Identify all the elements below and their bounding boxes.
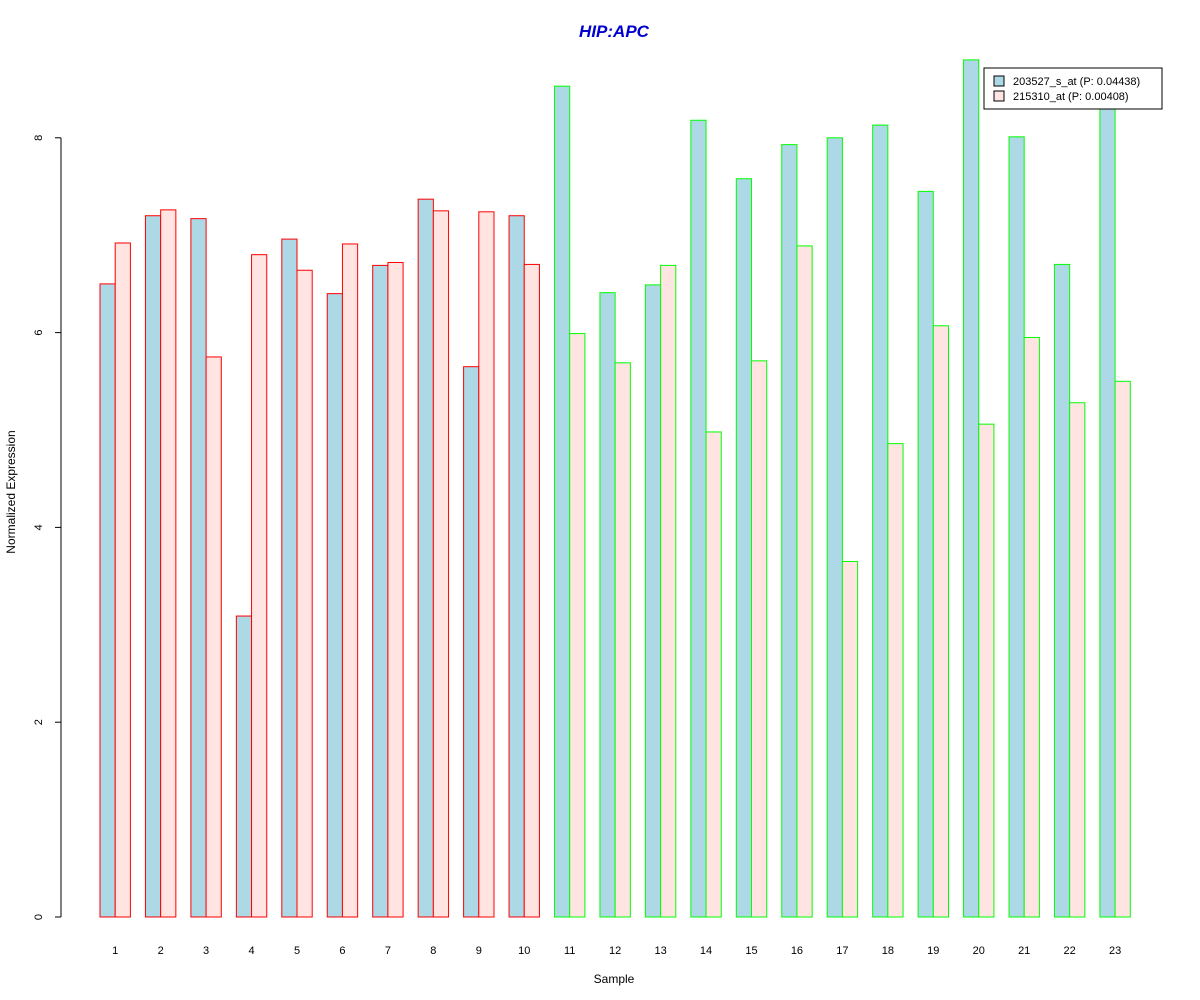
x-tick-label: 18 — [882, 945, 894, 957]
bar-sample-6-series-1 — [326, 293, 343, 918]
bar-sample-16-series-1 — [781, 144, 798, 918]
x-tick-label: 1 — [112, 945, 118, 957]
bar-sample-11-series-1 — [554, 85, 571, 918]
bar-sample-3-series-1 — [190, 218, 207, 918]
bar-sample-19-series-2 — [932, 325, 949, 918]
bar-sample-8-series-1 — [417, 198, 434, 918]
bar-sample-7-series-2 — [387, 261, 404, 918]
x-tick-label: 9 — [476, 945, 482, 957]
bar-sample-22-series-1 — [1053, 263, 1071, 918]
bars-layer — [99, 59, 1131, 918]
x-tick-label: 5 — [294, 945, 300, 957]
x-tick-label: 16 — [791, 945, 803, 957]
bar-sample-7-series-1 — [372, 264, 389, 918]
x-tick-label: 3 — [203, 945, 209, 957]
x-tick-label: 12 — [609, 945, 621, 957]
bar-sample-3-series-2 — [205, 356, 222, 918]
bar-sample-15-series-1 — [735, 178, 752, 918]
bar-sample-20-series-1 — [963, 59, 980, 918]
x-axis-label: Sample — [594, 972, 635, 986]
y-tick-label: 8 — [33, 135, 45, 141]
x-tick-label: 17 — [836, 945, 848, 957]
bar-sample-23-series-2 — [1114, 380, 1131, 918]
bar-sample-4-series-1 — [235, 615, 253, 918]
bar-sample-14-series-2 — [705, 431, 722, 918]
bar-sample-5-series-2 — [296, 269, 313, 918]
bar-sample-10-series-2 — [523, 263, 540, 918]
y-tick-label: 0 — [33, 914, 45, 920]
x-axis-tick-labels: 1 2 3 4 5 6 7 8 9 10 11 12 13 14 15 16 17 18 19 20 21 22 23 — [112, 945, 1121, 957]
x-tick-label: 7 — [385, 945, 391, 957]
bar-sample-8-series-2 — [432, 210, 450, 918]
x-tick-label: 23 — [1109, 945, 1121, 957]
legend-swatch — [993, 90, 1005, 102]
x-tick-label: 4 — [248, 945, 254, 957]
bar-sample-17-series-2 — [841, 560, 859, 918]
bar-sample-2-series-2 — [160, 209, 177, 918]
bar-sample-1-series-2 — [114, 242, 131, 918]
bar-sample-23-series-1 — [1099, 108, 1116, 918]
x-tick-label: 15 — [745, 945, 757, 957]
bar-sample-15-series-2 — [751, 360, 768, 918]
legend: 203527_s_at (P: 0.04438) 215310_at (P: 0.… — [983, 67, 1163, 110]
x-tick-label: 10 — [518, 945, 530, 957]
bar-sample-12-series-1 — [599, 292, 616, 918]
bar-sample-1-series-1 — [99, 283, 116, 918]
legend-label: 215310_at (P: 0.00408) — [1013, 91, 1129, 103]
bar-sample-13-series-1 — [644, 284, 662, 918]
bar-sample-18-series-2 — [887, 443, 904, 918]
bar-sample-21-series-2 — [1023, 336, 1040, 918]
bar-sample-9-series-1 — [463, 366, 480, 918]
y-tick-label: 4 — [33, 524, 45, 530]
bar-sample-22-series-2 — [1069, 402, 1086, 918]
x-tick-label: 20 — [973, 945, 985, 957]
bar-sample-20-series-2 — [978, 423, 995, 918]
y-tick-label: 6 — [33, 330, 45, 336]
y-axis-label: Normalized Expression — [4, 430, 18, 553]
bar-sample-19-series-1 — [917, 190, 934, 918]
bar-sample-13-series-2 — [660, 264, 677, 918]
bar-sample-21-series-1 — [1008, 136, 1025, 918]
legend-box — [983, 67, 1163, 110]
x-tick-label: 8 — [430, 945, 436, 957]
bar-sample-14-series-1 — [690, 119, 707, 918]
bar-sample-4-series-2 — [251, 254, 268, 918]
legend-swatch — [993, 75, 1005, 87]
x-tick-label: 2 — [158, 945, 164, 957]
x-tick-label: 21 — [1018, 945, 1030, 957]
bar-sample-6-series-2 — [341, 243, 359, 918]
y-axis: 0 2 4 6 8 — [33, 135, 62, 920]
y-tick-label: 2 — [33, 719, 45, 725]
bar-sample-2-series-1 — [144, 215, 162, 918]
x-tick-label: 13 — [654, 945, 666, 957]
bar-sample-11-series-2 — [569, 333, 586, 918]
bar-sample-12-series-2 — [614, 362, 631, 918]
x-tick-label: 19 — [927, 945, 939, 957]
x-tick-label: 6 — [339, 945, 345, 957]
bar-sample-9-series-2 — [478, 211, 495, 918]
x-tick-label: 22 — [1064, 945, 1076, 957]
x-tick-label: 14 — [700, 945, 712, 957]
legend-label: 203527_s_at (P: 0.04438) — [1013, 76, 1140, 88]
chart-title: HIP:APC — [579, 22, 650, 41]
bar-sample-17-series-1 — [826, 137, 843, 918]
bar-sample-10-series-1 — [508, 215, 525, 918]
bar-sample-16-series-2 — [796, 245, 813, 918]
bar-sample-18-series-1 — [872, 124, 889, 918]
x-tick-label: 11 — [564, 945, 575, 957]
bar-sample-5-series-1 — [281, 238, 298, 918]
